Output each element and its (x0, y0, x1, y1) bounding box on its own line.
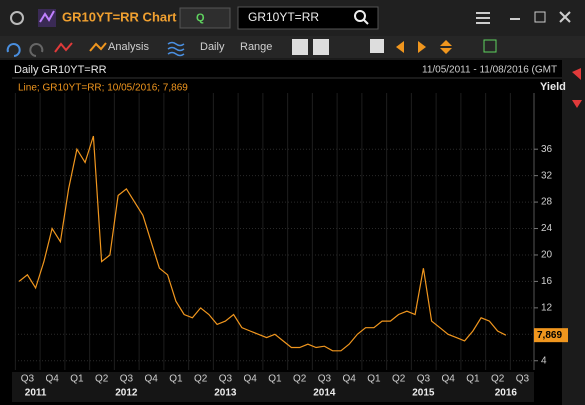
x-tick-label: Q1 (466, 374, 480, 385)
side-icon[interactable] (572, 68, 581, 80)
x-tick-label: Q4 (144, 374, 158, 385)
legend-text: Line; GR10YT=RR; 10/05/2016; 7,869 (18, 83, 188, 94)
scroll-button[interactable] (418, 41, 426, 53)
quote-button[interactable] (179, 7, 231, 29)
x-year-label: 2014 (313, 388, 336, 399)
undo-button[interactable] (6, 43, 21, 57)
side-icon[interactable] (572, 100, 582, 108)
menu-icon[interactable] (476, 22, 490, 24)
y-tick-label: 12 (541, 302, 553, 313)
scroll-button[interactable] (440, 48, 452, 54)
x-year-label: 2011 (25, 388, 47, 399)
analysis-icon[interactable] (89, 42, 107, 52)
search-box[interactable] (237, 6, 379, 30)
y-axis-label: Yield (540, 81, 566, 93)
y-tick-label: 36 (541, 144, 553, 155)
app-icon-line (39, 10, 55, 23)
last-value-box (534, 328, 568, 343)
chart-panel (0, 60, 562, 405)
x-axis-band (12, 372, 534, 402)
y-tick-label: 20 (541, 250, 553, 261)
minimize-button[interactable] (510, 18, 520, 20)
price-line (18, 135, 507, 352)
y-tick-label: 16 (541, 276, 553, 287)
x-tick-label: Q2 (293, 374, 307, 385)
overlay-icon[interactable] (167, 41, 185, 57)
x-tick-label: Q3 (120, 374, 134, 385)
x-tick-label: Q3 (516, 374, 530, 385)
side-strip (562, 60, 585, 405)
y-tick-label: 28 (541, 197, 553, 208)
x-tick-label: Q2 (392, 374, 406, 385)
menu-icon[interactable] (476, 17, 490, 19)
x-tick-label: Q3 (318, 374, 332, 385)
chart-style-button[interactable] (313, 39, 329, 55)
x-year-label: 2016 (495, 388, 518, 399)
analysis-button[interactable]: Analysis (108, 41, 149, 53)
zoom-button[interactable] (370, 39, 384, 53)
chart-style-button[interactable] (292, 39, 308, 55)
x-tick-label: Q4 (441, 374, 455, 385)
x-tick-label: Q1 (367, 374, 381, 385)
search-icon[interactable] (354, 10, 366, 22)
y-tick-label: 4 (541, 355, 547, 366)
y-tick-label: 24 (541, 223, 553, 234)
search-text[interactable]: GR10YT=RR (248, 10, 319, 24)
x-tick-label: Q4 (243, 374, 257, 385)
x-tick-label: Q1 (70, 374, 84, 385)
x-tick-label: Q2 (194, 374, 208, 385)
menu-icon[interactable] (476, 12, 490, 14)
x-tick-label: Q3 (21, 374, 35, 385)
y-tick-label: 32 (541, 170, 553, 181)
maximize-button[interactable] (534, 11, 546, 23)
x-tick-label: Q4 (45, 374, 59, 385)
x-year-label: 2013 (214, 388, 237, 399)
search-icon[interactable] (363, 19, 369, 25)
x-tick-label: Q4 (342, 374, 356, 385)
link-icon[interactable] (10, 11, 24, 25)
x-year-label: 2015 (412, 388, 435, 399)
x-tick-label: Q3 (219, 374, 233, 385)
last-value-label: 7,869 (537, 330, 562, 341)
x-tick-label: Q1 (169, 374, 183, 385)
range-button[interactable]: Range (240, 41, 272, 53)
redo-button[interactable] (29, 43, 44, 57)
chart-subtitle: 11/05/2011 - 11/08/2016 (GMT (422, 65, 557, 76)
x-tick-label: Q1 (268, 374, 282, 385)
scroll-button[interactable] (396, 41, 404, 53)
select-button[interactable] (483, 39, 497, 53)
scroll-button[interactable] (440, 40, 452, 46)
x-year-label: 2012 (115, 388, 138, 399)
quote-button-label[interactable]: Q (196, 12, 205, 24)
line-type-button[interactable] (54, 42, 73, 53)
x-tick-label: Q2 (491, 374, 505, 385)
x-tick-label: Q3 (417, 374, 431, 385)
chart-title: Daily GR10YT=RR (14, 64, 107, 76)
close-button[interactable] (559, 11, 571, 23)
x-tick-label: Q2 (95, 374, 109, 385)
window-title: GR10YT=RR Chart (62, 9, 177, 24)
interval-button[interactable]: Daily (200, 41, 225, 53)
